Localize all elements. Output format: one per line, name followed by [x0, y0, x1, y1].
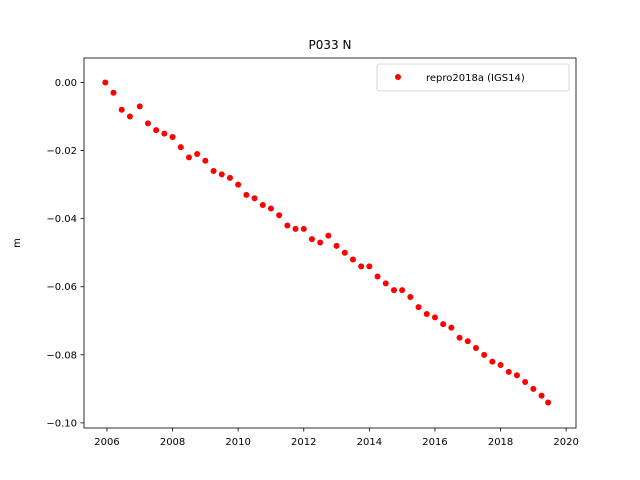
data-point: [259, 202, 266, 209]
chart-title: P033 N: [309, 38, 352, 52]
data-point: [481, 351, 488, 358]
data-point: [210, 168, 217, 175]
data-point: [530, 385, 537, 392]
x-tick-label: 2010: [225, 437, 250, 448]
data-point: [251, 195, 258, 202]
data-point: [118, 106, 125, 113]
data-point: [292, 225, 299, 232]
data-point: [169, 133, 176, 140]
data-point: [415, 304, 422, 311]
data-point: [177, 144, 184, 151]
data-point: [456, 334, 463, 341]
data-point: [497, 362, 504, 369]
data-point: [235, 181, 242, 188]
x-tick-label: 2006: [94, 437, 119, 448]
data-point: [538, 392, 545, 399]
x-tick-label: 2014: [357, 437, 382, 448]
data-point: [110, 89, 117, 96]
data-point: [333, 242, 340, 249]
data-point: [276, 212, 283, 219]
legend: repro2018a (IGS14): [376, 63, 570, 92]
data-point: [358, 263, 365, 270]
data-point: [161, 130, 168, 137]
plot-frame: [83, 57, 577, 429]
y-tick-label: −0.10: [46, 418, 77, 429]
y-tick-label: −0.08: [46, 350, 77, 361]
data-point: [144, 120, 151, 127]
data-point: [374, 273, 381, 280]
data-point: [102, 79, 109, 86]
data-point: [448, 324, 455, 331]
data-point: [202, 157, 209, 164]
data-point: [267, 205, 274, 212]
y-tick-label: −0.02: [46, 146, 77, 157]
data-point: [153, 127, 160, 134]
x-tick-label: 2012: [291, 437, 316, 448]
x-tick-label: 2016: [422, 437, 447, 448]
data-point: [390, 287, 397, 294]
data-point: [185, 154, 192, 161]
data-point: [407, 293, 414, 300]
data-point: [522, 379, 529, 386]
data-point: [136, 103, 143, 110]
data-point: [366, 263, 373, 270]
x-axis-ticks: 2006 2008 2010 2012 2014 2016 2018 2020: [94, 428, 579, 448]
legend-marker: [395, 74, 401, 80]
data-point: [472, 345, 479, 352]
data-point: [218, 171, 225, 178]
y-tick-label: −0.04: [46, 214, 77, 225]
data-point: [431, 314, 438, 321]
data-point: [284, 222, 291, 229]
data-point: [349, 256, 356, 263]
data-point: [382, 280, 389, 287]
data-point: [399, 287, 406, 294]
data-point: [423, 310, 430, 317]
y-axis-ticks: 0.00 −0.02 −0.04 −0.06 −0.08 −0.10: [46, 78, 84, 429]
legend-entry: repro2018a (IGS14): [426, 73, 525, 84]
data-point: [194, 150, 201, 157]
y-tick-label: 0.00: [55, 78, 77, 89]
data-point: [489, 358, 496, 365]
x-tick-label: 2018: [488, 437, 513, 448]
x-tick-label: 2020: [553, 437, 578, 448]
plot-area: [84, 58, 576, 428]
data-point: [126, 113, 133, 120]
legend-box: [376, 63, 570, 92]
data-point: [317, 239, 324, 246]
data-point: [300, 225, 307, 232]
y-axis-label: m: [12, 238, 23, 248]
data-point: [308, 236, 315, 243]
data-point: [440, 321, 447, 328]
data-point: [545, 399, 552, 406]
y-tick-label: −0.06: [46, 282, 77, 293]
data-points: [102, 79, 552, 406]
data-point: [325, 232, 332, 239]
data-point: [341, 249, 348, 256]
data-point: [505, 368, 512, 375]
data-point: [226, 174, 233, 181]
x-tick-label: 2008: [160, 437, 185, 448]
data-point: [513, 372, 520, 379]
data-point: [243, 191, 250, 198]
data-point: [464, 338, 471, 345]
